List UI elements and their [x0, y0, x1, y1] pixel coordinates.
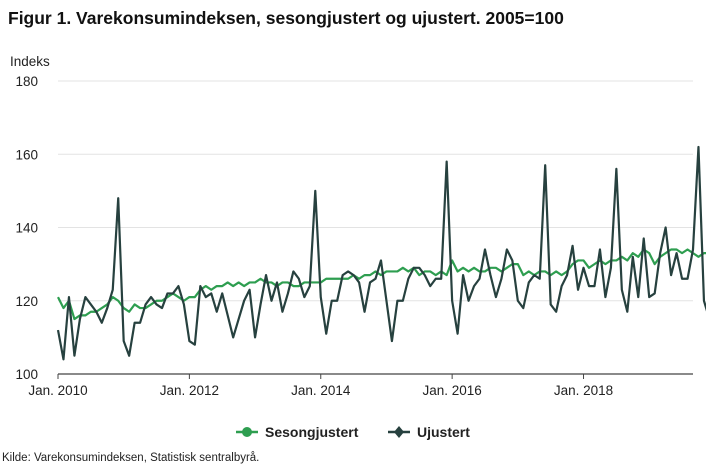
x-tick-label: Jan. 2010	[28, 383, 87, 398]
legend-label: Sesongjustert	[265, 424, 359, 440]
legend-item-sesongjustert: Sesongjustert	[236, 424, 359, 440]
chart-title: Figur 1. Varekonsumindeksen, sesongjuste…	[8, 8, 564, 28]
series-lines	[56, 145, 706, 361]
grid-lines	[58, 80, 693, 375]
series-line-ujustert	[56, 145, 706, 361]
source-note: Kilde: Varekonsumindeksen, Statistisk se…	[2, 452, 260, 464]
legend-item-ujustert: Ujustert	[388, 424, 470, 440]
x-tick-labels: Jan. 2010 Jan. 2012 Jan. 2014 Jan. 2016 Jan.…	[28, 374, 613, 398]
legend: Sesongjustert Ujustert	[236, 424, 470, 440]
x-tick-label: Jan. 2016	[422, 383, 481, 398]
y-tick-label: 160	[15, 147, 38, 162]
y-tick-label: 120	[15, 294, 38, 309]
x-tick-label: Jan. 2012	[160, 383, 219, 398]
y-tick-label: 180	[15, 74, 38, 89]
y-tick-labels: 100 120 140 160 180	[15, 74, 38, 382]
legend-marker	[394, 426, 404, 438]
x-tick-label: Jan. 2014	[291, 383, 351, 398]
legend-label: Ujustert	[417, 424, 470, 440]
y-axis-label: Indeks	[10, 54, 50, 69]
y-tick-label: 140	[15, 221, 38, 236]
y-tick-label: 100	[15, 367, 38, 382]
legend-marker	[242, 427, 252, 437]
x-tick-label: Jan. 2018	[554, 383, 613, 398]
